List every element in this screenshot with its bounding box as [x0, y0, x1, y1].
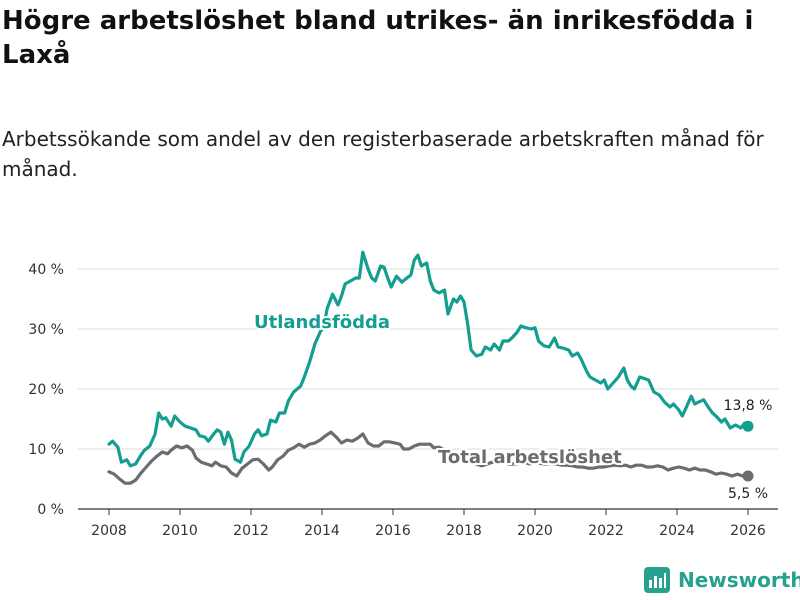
- x-tick-label: 2020: [517, 523, 553, 539]
- end-value-label-total: 5,5 %: [728, 486, 768, 502]
- series-label-total: Total arbetslöshet: [438, 447, 622, 468]
- x-tick-label: 2018: [446, 523, 482, 539]
- x-tick-label: 2026: [730, 523, 766, 539]
- chart-subtitle: Arbetssökande som andel av den registerb…: [2, 127, 764, 181]
- series-label-utlandsfodda: Utlandsfödda: [254, 312, 390, 333]
- brand-name: Newsworthy: [678, 568, 800, 592]
- series-end-point-utlandsfodda: [742, 420, 754, 432]
- chart-title: Högre arbetslöshet bland utrikes- än inr…: [2, 6, 754, 70]
- y-tick-label: 40 %: [28, 262, 64, 278]
- y-tick-label: 30 %: [28, 322, 64, 338]
- x-tick-label: 2012: [233, 523, 269, 539]
- x-tick-label: 2016: [375, 523, 411, 539]
- x-tick-label: 2008: [91, 523, 127, 539]
- newsworthy-logo: Newsworthy: [644, 567, 800, 593]
- x-tick-label: 2010: [162, 523, 198, 539]
- y-tick-label: 20 %: [28, 382, 64, 398]
- series-line-utlandsfodda: [107, 250, 750, 468]
- x-tick-label: 2022: [588, 523, 624, 539]
- y-tick-label: 0 %: [37, 502, 64, 518]
- series-line-total: [107, 430, 750, 485]
- x-axis: 2008 2010 2012 2014 2016 2018 2020 2022 2024 2026: [91, 509, 766, 539]
- end-value-label-utlandsfodda: 13,8 %: [724, 398, 773, 414]
- y-axis: 0 % 10 % 20 % 30 % 40 %: [28, 262, 64, 518]
- x-tick-label: 2014: [304, 523, 340, 539]
- label-layer: Utlandsfödda Total arbetslöshet 13,8 % 5,5 …: [252, 310, 773, 502]
- series-layer: [107, 250, 754, 485]
- grid-lines: [78, 268, 778, 510]
- series-end-point-total: [742, 470, 754, 482]
- chart-icon: [644, 567, 670, 593]
- x-tick-label: 2024: [659, 523, 695, 539]
- y-tick-label: 10 %: [28, 442, 64, 458]
